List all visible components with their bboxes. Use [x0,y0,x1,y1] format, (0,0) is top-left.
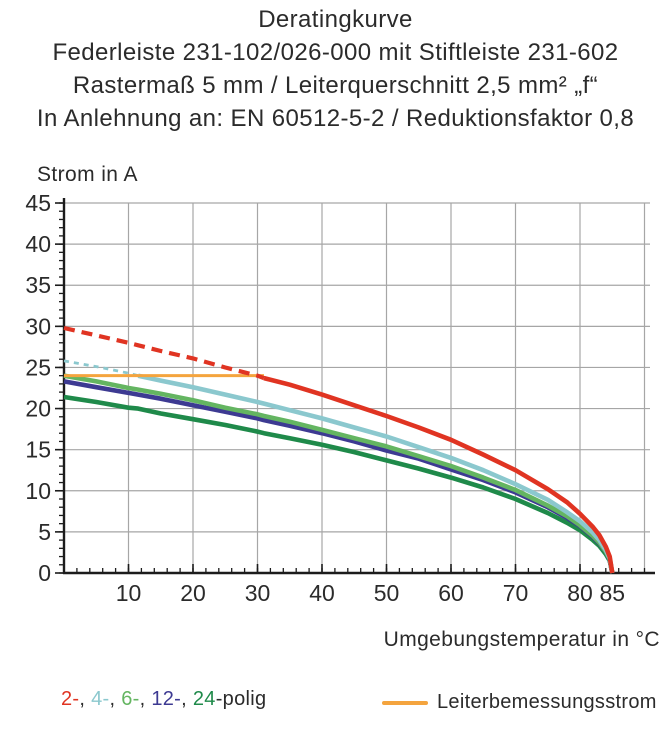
chart-subtitle-pitch: Rastermaß 5 mm / Leiterquerschnitt 2,5 m… [72,72,599,99]
y-axis-title: Strom in A [37,163,138,186]
x-tick-label: 50 [374,580,400,606]
chart-title: Deratingkurve [258,6,413,33]
legend-separator: , [181,688,193,710]
chart-subtitle-parts: Federleiste 231-102/026-000 mit Stiftlei… [52,39,619,66]
y-tick-label: 10 [25,478,51,504]
y-tick-label: 45 [25,190,51,216]
x-tick-label: 70 [503,580,529,606]
y-tick-label: 20 [25,396,51,422]
legend-pole-6: 6- [121,688,140,710]
series-curve-24-polig [63,394,615,574]
x-axis-title: Umgebungstemperatur in °C [383,628,660,651]
legend-pole-2: 2- [61,688,80,710]
y-tick-label: 30 [25,313,51,339]
legend-pole-12: 12- [151,688,182,710]
legend-pole-4: 4- [91,688,110,710]
x-tick-label: 20 [180,580,206,606]
y-tick-label: 35 [25,272,51,298]
y-tick-label: 5 [38,519,51,545]
rated-current-legend-label: Leiterbemessungsstrom [437,691,657,713]
x-tick-label: 85 [599,580,625,606]
legend-separator: , [139,688,152,710]
chart-subtitle-standard: In Anlehnung an: EN 60512-5-2 / Reduktio… [36,105,635,132]
y-tick-label: 40 [25,231,51,257]
series-curve-2-polig [263,375,615,574]
x-tick-label: 10 [116,580,142,606]
rated-current-line-swatch [382,701,428,705]
poles-legend: 2-, 4-, 6-, 12-, 24-polig [61,688,266,711]
series-curve-4-polig [137,373,615,574]
x-tick-label: 40 [309,580,335,606]
legend-pole-24: 24 [192,688,216,710]
series-curve-dashed-2-polig [63,325,265,381]
y-tick-label: 0 [38,560,51,586]
x-tick-label: 30 [245,580,271,606]
x-tick-label: 80 [567,580,593,606]
y-tick-label: 25 [25,354,51,380]
x-tick-label: 60 [438,580,464,606]
series-curve-6-polig [63,373,615,574]
legend-separator: , [109,688,122,710]
legend-separator: , [79,688,92,710]
y-tick-label: 15 [25,437,51,463]
series-curve-dashed-4-polig [63,359,139,378]
legend-polig-suffix: -polig [215,688,267,710]
